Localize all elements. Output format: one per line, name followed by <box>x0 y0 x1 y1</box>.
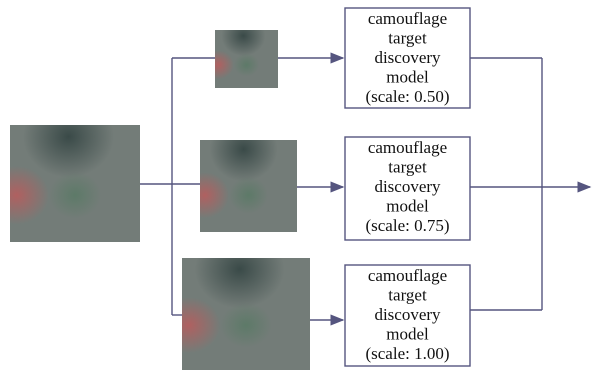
box-text: model <box>386 67 429 86</box>
box-text: (scale: 0.75) <box>365 216 449 235</box>
images <box>10 30 310 370</box>
box-text: target <box>388 157 427 176</box>
box-text: (scale: 1.00) <box>365 344 449 363</box>
box-text: camouflage <box>368 266 447 285</box>
box-text: discovery <box>374 48 441 67</box>
diagram: camouflagetargetdiscoverymodel(scale: 0.… <box>0 0 601 374</box>
box-text: model <box>386 324 429 343</box>
box-text: (scale: 0.50) <box>365 87 449 106</box>
box-text: camouflage <box>368 138 447 157</box>
scaled-image <box>215 30 278 88</box>
box-text: model <box>386 196 429 215</box>
box-text: camouflage <box>368 9 447 28</box>
input-image <box>10 125 140 242</box>
box-text: discovery <box>374 177 441 196</box>
box-text: target <box>388 28 427 47</box>
scaled-image <box>200 140 297 232</box>
scaled-image <box>182 258 310 370</box>
box-text: target <box>388 285 427 304</box>
box-text: discovery <box>374 305 441 324</box>
